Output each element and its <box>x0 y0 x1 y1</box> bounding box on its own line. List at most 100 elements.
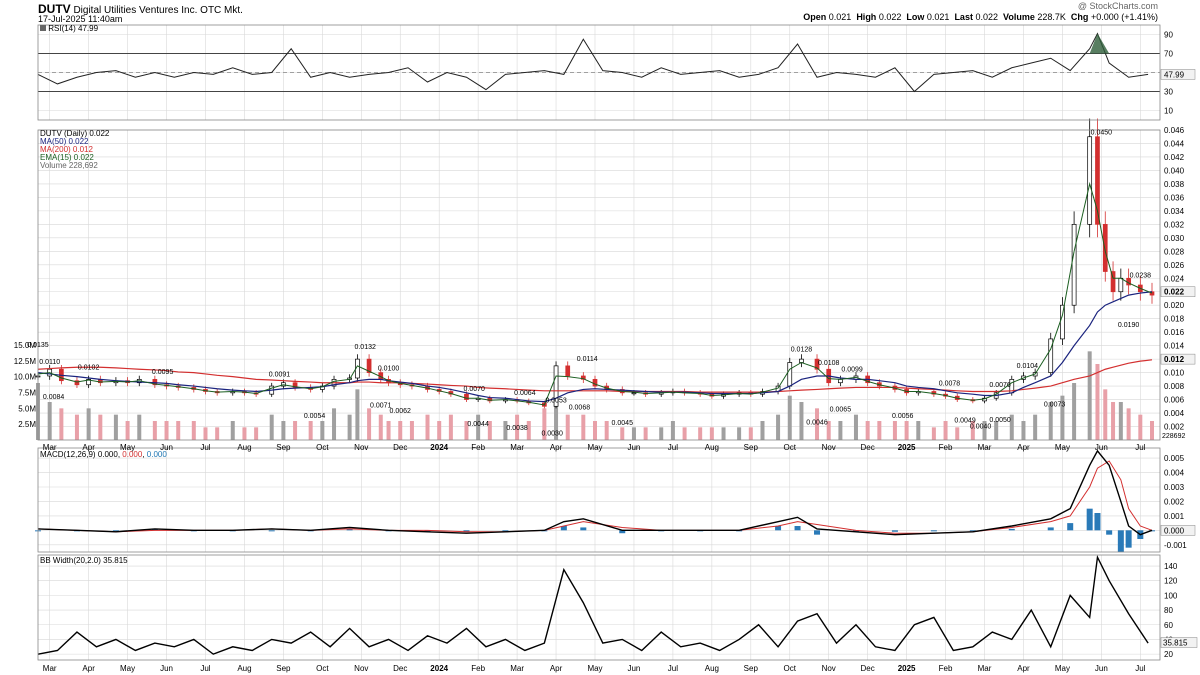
x-axis-tick-label: May <box>587 664 602 673</box>
price-annotation: 0.0078 <box>939 380 961 387</box>
volume-y-tick-label: 12.5M <box>14 357 37 366</box>
chg-value: +0.000 (+1.41%) <box>1090 12 1158 22</box>
macd-histogram-bar <box>463 530 470 532</box>
candle-body <box>814 358 820 370</box>
high-value: 0.022 <box>878 12 902 22</box>
macd-y-tick-label: -0.001 <box>1164 541 1187 550</box>
x-axis-tick-label: Jul <box>200 443 210 452</box>
candle-body <box>1110 271 1116 293</box>
ma50-line <box>37 291 1153 403</box>
open-value: 0.021 <box>828 12 852 22</box>
macd-last-tag-box <box>1160 525 1196 536</box>
volume-y-tick-label: 5.0M <box>18 404 36 413</box>
volume-bar <box>1072 383 1077 440</box>
macd-legend-hist: 0.000 <box>146 450 167 459</box>
x-axis-tick-label: Jul <box>668 664 678 673</box>
rsi-y-tick-label: 30 <box>1164 88 1173 97</box>
bbw-y-tick-label: 20 <box>1164 650 1173 659</box>
macd-panel-frame <box>37 447 1161 553</box>
price-y-tick-label: 0.030 <box>1164 234 1185 243</box>
volume-bar <box>916 421 921 440</box>
rsi-y-tick-label: 70 <box>1164 50 1173 59</box>
price-annotation: 0.0108 <box>818 360 840 367</box>
candle-body <box>787 362 793 387</box>
volume-bar <box>620 427 625 440</box>
x-axis-tick-label: Oct <box>784 443 797 452</box>
volume-bar <box>853 414 858 440</box>
price-annotation: 0.0049 <box>954 418 976 425</box>
volume-bar <box>1095 364 1100 440</box>
candle-body <box>838 378 843 384</box>
price-annotation: 0.0091 <box>269 372 291 379</box>
candle-body <box>1095 136 1100 225</box>
price-annotation: 0.0073 <box>1044 401 1066 408</box>
volume-bar <box>86 408 91 440</box>
bbw-last-tag: 35.815 <box>1163 639 1188 648</box>
price-y-tick-label: 0.028 <box>1164 247 1185 256</box>
price-annotation: 0.0064 <box>514 390 536 397</box>
price-annotation: 0.0095 <box>152 369 174 376</box>
volume-bar <box>398 421 403 440</box>
volume-bar <box>709 427 714 440</box>
volume-bar <box>994 421 999 440</box>
volume-bar <box>565 414 570 440</box>
macd-histogram-bar <box>1067 523 1074 531</box>
volume-bar <box>1048 402 1053 440</box>
price-panel-frame <box>37 129 1161 441</box>
price-annotation: 0.0065 <box>830 407 852 414</box>
bbw-line <box>37 554 1149 655</box>
macd-histogram-bar <box>1117 530 1124 552</box>
x-axis-tick-label: Aug <box>237 443 251 452</box>
price-y-tick-label: 0.044 <box>1164 139 1185 148</box>
volume-bar <box>631 427 636 440</box>
x-axis-tick-label: Jul <box>668 443 678 452</box>
price-y-tick-label: 0.004 <box>1164 409 1185 418</box>
macd-histogram-bar <box>1094 513 1101 531</box>
price-y-tick-label: 0.006 <box>1164 396 1185 405</box>
volume-bar <box>1087 351 1092 440</box>
volume-bar <box>1009 414 1014 440</box>
x-axis-tick-label: Jun <box>160 664 173 673</box>
low-value: 0.021 <box>926 12 950 22</box>
volume-bar <box>892 421 897 440</box>
volume-bar <box>877 421 882 440</box>
x-axis-tick-label: Sep <box>276 664 291 673</box>
volume-bar <box>448 414 453 440</box>
rsi-legend-swatch <box>40 25 46 31</box>
macd-histogram-bar <box>891 530 898 532</box>
price-y-tick-label: 0.018 <box>1164 315 1185 324</box>
last-price-tag-box <box>1160 286 1196 297</box>
macd-y-tick-label: 0.001 <box>1164 512 1185 521</box>
macd-y-tick-label: 0.003 <box>1164 483 1185 492</box>
macd-line <box>37 449 1153 536</box>
price-legend-main: DUTV (Daily) 0.022 <box>40 129 110 138</box>
price-annotation: 0.0190 <box>1118 322 1140 329</box>
x-axis-tick-label: Mar <box>43 664 57 673</box>
rsi-panel-frame <box>37 24 1161 121</box>
price-annotation: 0.0070 <box>464 386 486 393</box>
volume-bar <box>378 414 383 440</box>
axes-layer: Mar Mar Apr Apr May May Jun Jun Jul Jul Aug Aug Sep S… <box>14 24 1198 673</box>
volume-bar <box>1111 402 1116 440</box>
x-axis-tick-label: Dec <box>861 664 875 673</box>
x-axis-tick-label: May <box>120 443 135 452</box>
macd-histogram-bar <box>112 530 119 532</box>
price-annotation: 0.0238 <box>1130 273 1152 280</box>
volume-bar <box>721 427 726 440</box>
volume-bar <box>355 389 360 440</box>
volume-bar <box>242 427 247 440</box>
ma200-line <box>37 359 1153 393</box>
x-axis-tick-label: Dec <box>393 443 407 452</box>
volume-bar <box>476 414 481 440</box>
x-axis-tick-label: Feb <box>939 664 953 673</box>
high-label: High <box>856 12 877 22</box>
price-y-tick-label: 0.034 <box>1164 207 1185 216</box>
x-axis-tick-label: Mar <box>510 443 524 452</box>
candle-body <box>1048 338 1054 373</box>
x-axis-tick-label: Jul <box>200 664 210 673</box>
volume-bar <box>670 421 675 440</box>
volume-label: Volume <box>1003 12 1035 22</box>
x-axis-tick-label: Oct <box>316 664 329 673</box>
bbw-legend-text: BB Width(20,2.0) 35.815 <box>40 556 128 565</box>
